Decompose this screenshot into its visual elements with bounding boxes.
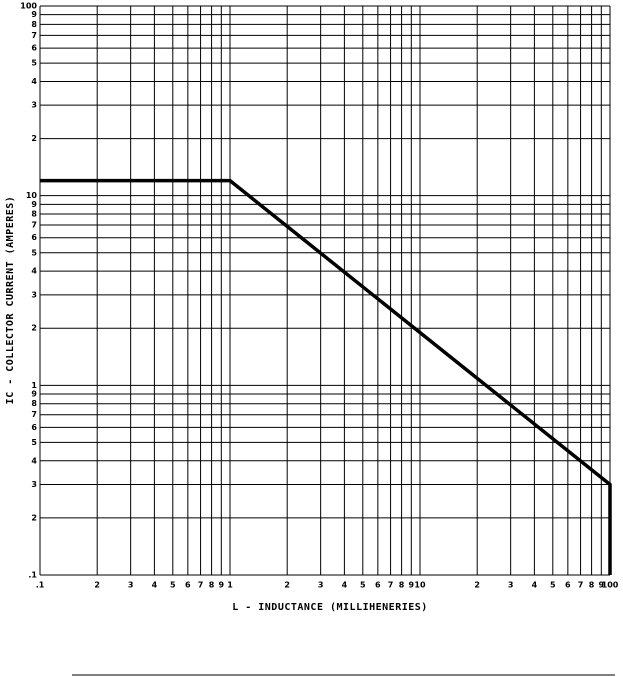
y-tick-label: 8	[31, 210, 37, 219]
y-tick-label: 4	[31, 267, 37, 276]
y-tick-label: 7	[31, 31, 37, 40]
x-tick-label: 7	[388, 581, 394, 590]
y-tick-label: 6	[31, 44, 37, 53]
data-line	[40, 178, 612, 575]
x-tick-label: 1	[227, 581, 233, 590]
x-tick-label: 7	[198, 581, 204, 590]
x-tick-label: 8	[399, 581, 405, 590]
y-tick-label: 1	[31, 381, 37, 390]
y-tick-label: 2	[31, 324, 37, 333]
y-tick-label: 4	[31, 456, 37, 465]
x-tick-label: 3	[508, 581, 514, 590]
x-tick-label: 8	[209, 581, 215, 590]
y-tick-label: 3	[31, 480, 37, 489]
x-tick-label: 4	[152, 581, 158, 590]
x-tick-label: 5	[170, 581, 176, 590]
x-tick-label: 9	[409, 581, 415, 590]
y-tick-label: 7	[31, 221, 37, 230]
x-tick-label: .1	[36, 581, 45, 590]
x-axis-title: L - INDUCTANCE (MILLIHENERIES)	[232, 602, 428, 613]
x-tick-label: 10	[414, 581, 426, 590]
x-tick-label: 100	[602, 581, 619, 590]
x-tick-label: 6	[185, 581, 191, 590]
x-tick-label: 2	[94, 581, 100, 590]
x-tick-label: 3	[318, 581, 324, 590]
x-tick-label: 3	[128, 581, 134, 590]
x-tick-label: 2	[284, 581, 290, 590]
x-tick-label: 5	[360, 581, 366, 590]
y-tick-label: 4	[31, 77, 37, 86]
x-tick-label: 5	[550, 581, 556, 590]
x-tick-label: 7	[578, 581, 584, 590]
y-tick-label: 8	[31, 399, 37, 408]
y-tick-label: 2	[31, 513, 37, 522]
y-tick-label: 5	[31, 59, 37, 68]
y-tick-label: 6	[31, 233, 37, 242]
y-tick-label: 10	[26, 191, 38, 200]
x-tick-label: 6	[565, 581, 571, 590]
x-tick-label: 6	[375, 581, 381, 590]
y-tick-label: 3	[31, 290, 37, 299]
y-tick-label: 9	[31, 200, 37, 209]
y-tick-label: 3	[31, 101, 37, 110]
y-tick-label: 6	[31, 423, 37, 432]
y-tick-label: 7	[31, 410, 37, 419]
y-tick-label: .1	[28, 571, 37, 580]
y-tick-label: 5	[31, 438, 37, 447]
x-tick-label: 9	[599, 581, 605, 590]
x-tick-label: 9	[219, 581, 225, 590]
y-tick-label: 9	[31, 390, 37, 399]
x-tick-label: 2	[474, 581, 480, 590]
x-tick-label: 4	[342, 581, 348, 590]
y-tick-label: 2	[31, 134, 37, 143]
y-tick-label: 8	[31, 20, 37, 29]
x-tick-label: 4	[532, 581, 538, 590]
y-tick-label: 5	[31, 248, 37, 257]
y-tick-label: 100	[20, 2, 37, 11]
y-tick-label: 9	[31, 10, 37, 19]
x-tick-label: 8	[589, 581, 595, 590]
y-axis-title: IC - COLLECTOR CURRENT (AMPERES)	[5, 196, 16, 405]
